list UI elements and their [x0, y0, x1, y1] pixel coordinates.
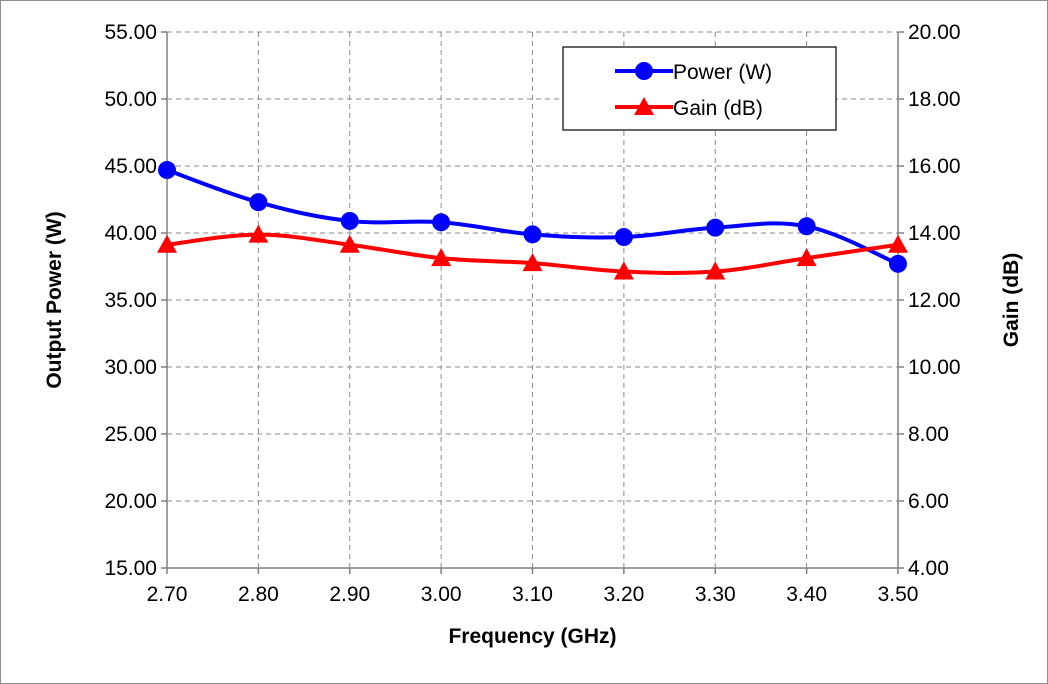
gain-data-point: [796, 248, 817, 267]
y-tick-label: 50.00: [104, 88, 157, 111]
y2-tick-label: 16.00: [908, 155, 961, 178]
y-tick-label: 30.00: [104, 356, 157, 379]
y-tick-label: 45.00: [104, 155, 157, 178]
y2-tick-label: 10.00: [908, 356, 961, 379]
legend-gain-label: Gain (dB): [673, 97, 763, 120]
gain-data-point: [339, 234, 360, 253]
y-tick-label: 20.00: [104, 490, 157, 513]
power-data-point: [706, 218, 725, 237]
y2-tick-label: 4.00: [908, 557, 949, 580]
x-tick-label: 3.20: [603, 583, 644, 606]
y-tick-label: 25.00: [104, 423, 157, 446]
power-data-point: [614, 228, 633, 247]
x-tick-label: 3.30: [695, 583, 736, 606]
legend-box: [562, 46, 837, 131]
x-tick-label: 3.00: [421, 583, 462, 606]
y2-tick-label: 6.00: [908, 490, 949, 513]
power-data-point: [523, 225, 542, 244]
gain-data-point: [157, 234, 177, 253]
gain-data-point: [431, 248, 452, 267]
y2-axis-title: Gain (dB): [1000, 253, 1023, 348]
x-axis-title: Frequency (GHz): [448, 625, 616, 648]
y2-tick-label: 18.00: [908, 88, 961, 111]
power-data-point: [432, 213, 451, 232]
y-tick-label: 35.00: [104, 289, 157, 312]
gain-data-point: [522, 253, 543, 272]
y2-tick-label: 14.00: [908, 222, 961, 245]
gain-data-point: [888, 234, 908, 253]
power-data-point: [797, 217, 816, 236]
gain-data-point: [248, 224, 269, 243]
x-tick-label: 2.90: [329, 583, 370, 606]
y-tick-label: 15.00: [104, 557, 157, 580]
legend-power-label: Power (W): [673, 61, 772, 84]
gain-data-point: [705, 261, 726, 280]
power-data-point: [249, 193, 268, 212]
power-data-point: [340, 211, 359, 230]
power-data-point: [889, 254, 907, 273]
y2-tick-label: 12.00: [908, 289, 961, 312]
legend-gain-marker: [634, 97, 654, 115]
y-tick-label: 40.00: [104, 222, 157, 245]
y-tick-label: 55.00: [104, 21, 157, 44]
x-tick-label: 3.40: [786, 583, 827, 606]
x-tick-label: 3.10: [512, 583, 553, 606]
x-tick-label: 3.50: [878, 583, 919, 606]
x-tick-label: 2.70: [147, 583, 188, 606]
y-axis-title: Output Power (W): [43, 211, 66, 388]
power-data-point: [158, 161, 176, 180]
y2-tick-label: 8.00: [908, 423, 949, 446]
gain-data-point: [613, 261, 634, 280]
legend-power-marker: [635, 62, 653, 80]
x-tick-label: 2.80: [238, 583, 279, 606]
y2-tick-label: 20.00: [908, 21, 961, 44]
